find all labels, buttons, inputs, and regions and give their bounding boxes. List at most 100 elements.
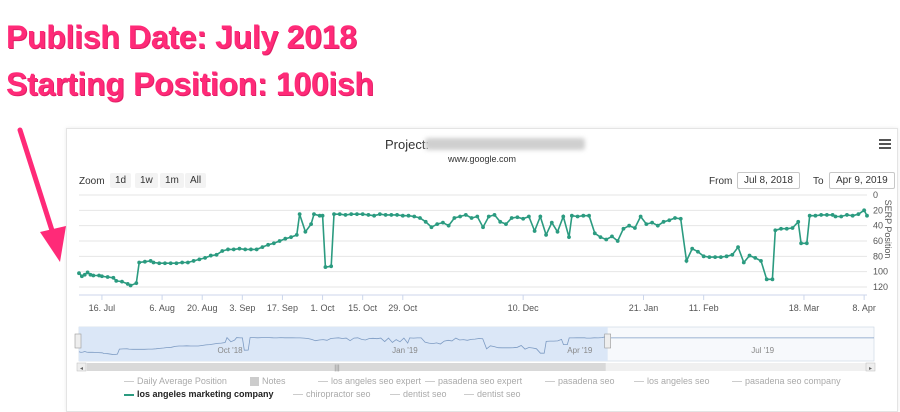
data-point[interactable] (655, 223, 660, 228)
data-point[interactable] (254, 247, 259, 252)
data-point[interactable] (111, 275, 116, 280)
data-point[interactable] (492, 213, 497, 217)
data-point[interactable] (610, 234, 614, 239)
data-point[interactable] (598, 235, 603, 240)
data-point[interactable] (567, 235, 571, 240)
data-point[interactable] (249, 247, 253, 252)
data-point[interactable] (555, 229, 560, 234)
data-point[interactable] (526, 214, 531, 219)
data-point[interactable] (627, 223, 632, 228)
data-point[interactable] (91, 273, 96, 278)
data-point[interactable] (833, 214, 838, 219)
data-point[interactable] (243, 247, 248, 252)
data-point[interactable] (400, 213, 405, 218)
data-point[interactable] (332, 212, 336, 217)
data-point[interactable] (498, 219, 503, 224)
data-point[interactable] (452, 216, 457, 220)
from-date-input[interactable]: Jul 8, 2018 (737, 172, 800, 189)
data-point[interactable] (231, 247, 236, 252)
navigator-handle-right[interactable] (604, 333, 611, 349)
data-point[interactable] (469, 216, 474, 220)
data-point[interactable] (151, 260, 156, 265)
data-point[interactable] (509, 216, 514, 220)
data-point[interactable] (143, 259, 147, 264)
data-point[interactable] (97, 273, 101, 278)
data-point[interactable] (678, 216, 683, 221)
data-point[interactable] (441, 220, 445, 225)
data-point[interactable] (638, 214, 643, 219)
data-point[interactable] (865, 213, 869, 218)
to-date-input[interactable]: Apr 9, 2019 (829, 172, 895, 189)
data-point[interactable] (226, 247, 230, 252)
data-point[interactable] (312, 212, 316, 217)
data-point[interactable] (120, 279, 124, 284)
data-point[interactable] (214, 252, 219, 257)
navigator-selection[interactable] (79, 327, 608, 361)
data-point[interactable] (197, 257, 202, 262)
data-point[interactable] (418, 216, 422, 220)
data-point[interactable] (701, 254, 706, 259)
data-point[interactable] (185, 260, 190, 265)
navigator-scrollbar[interactable] (87, 363, 606, 371)
data-point[interactable] (79, 274, 84, 279)
data-point[interactable] (260, 245, 265, 250)
data-point[interactable] (764, 277, 769, 282)
data-point[interactable] (82, 272, 87, 277)
data-point[interactable] (736, 245, 740, 250)
data-point[interactable] (770, 277, 775, 282)
data-point[interactable] (575, 214, 580, 219)
data-point[interactable] (486, 214, 491, 219)
data-point[interactable] (389, 213, 394, 217)
data-point[interactable] (148, 259, 153, 263)
legend-item[interactable]: los angeles marketing company (124, 389, 274, 399)
data-point[interactable] (690, 246, 695, 251)
data-point[interactable] (862, 208, 867, 213)
data-point[interactable] (796, 219, 801, 224)
navigator-handle-left[interactable] (74, 333, 82, 349)
data-point[interactable] (208, 253, 213, 258)
data-point[interactable] (134, 281, 139, 286)
data-point[interactable] (830, 213, 835, 217)
data-point[interactable] (807, 213, 812, 218)
data-point[interactable] (446, 223, 451, 228)
data-point[interactable] (435, 222, 440, 227)
legend-item[interactable]: dentist seo (390, 389, 447, 399)
data-point[interactable] (406, 213, 411, 218)
data-point[interactable] (790, 226, 795, 230)
data-point[interactable] (813, 213, 818, 218)
legend-item[interactable]: los angeles seo expert (318, 376, 421, 386)
data-point[interactable] (759, 259, 763, 263)
legend-item[interactable]: pasadena seo expert (425, 376, 522, 386)
data-point[interactable] (707, 255, 712, 259)
data-point[interactable] (784, 226, 789, 231)
data-point[interactable] (395, 213, 399, 217)
data-point[interactable] (377, 212, 382, 217)
data-point[interactable] (237, 246, 242, 251)
data-point[interactable] (475, 214, 480, 219)
data-point[interactable] (615, 239, 620, 243)
data-point[interactable] (850, 213, 855, 218)
zoom-button-1m[interactable]: 1m (160, 173, 184, 188)
data-point[interactable] (329, 264, 334, 269)
data-point[interactable] (355, 212, 359, 217)
data-point[interactable] (856, 212, 861, 217)
data-point[interactable] (747, 253, 752, 258)
data-point[interactable] (137, 260, 142, 265)
data-point[interactable] (100, 274, 104, 279)
data-point[interactable] (337, 212, 342, 217)
legend-item[interactable]: pasadena seo (545, 376, 615, 386)
data-point[interactable] (191, 259, 196, 263)
data-point[interactable] (632, 226, 637, 230)
scroll-right-button[interactable] (865, 362, 876, 372)
data-point[interactable] (839, 214, 844, 219)
data-point[interactable] (180, 260, 185, 265)
data-point[interactable] (297, 212, 302, 217)
data-point[interactable] (569, 213, 574, 218)
data-point[interactable] (779, 226, 783, 231)
data-point[interactable] (458, 214, 463, 219)
data-point[interactable] (85, 270, 90, 275)
menu-icon[interactable] (879, 139, 891, 151)
navigator[interactable]: Oct '18 Jan '19 Apr '19 Jul '19 ||| ◂ ▸ (74, 326, 876, 372)
data-point[interactable] (549, 220, 554, 225)
data-point[interactable] (713, 255, 718, 259)
